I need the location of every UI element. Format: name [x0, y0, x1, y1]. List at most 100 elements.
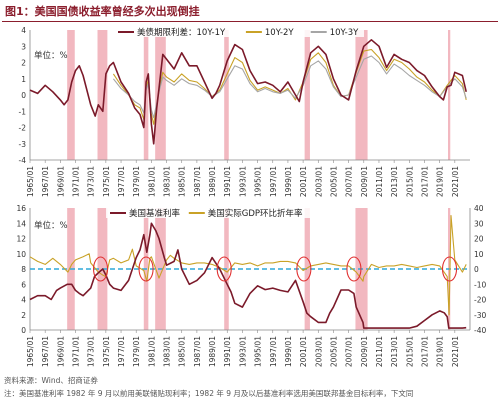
y-tick-label: 1 [21, 75, 26, 84]
recession-band [355, 30, 368, 160]
y-tick-label: 3 [21, 42, 26, 51]
x-tick-label: 1997/01 [269, 166, 278, 197]
y-tick-label: 0 [21, 326, 26, 335]
x-tick-label: 1985/01 [178, 336, 187, 367]
unit-label: 单位：% [34, 220, 68, 231]
y2-tick-label: -30 [474, 311, 486, 320]
x-tick-label: 1965/01 [26, 336, 35, 367]
recession-band [224, 30, 229, 160]
x-tick-label: 1991/01 [223, 166, 232, 197]
x-tick-label: 2015/01 [405, 336, 414, 367]
y2-tick-label: 10 [474, 250, 484, 259]
y-tick-label: 10 [16, 250, 26, 259]
x-tick-label: 2021/01 [451, 336, 460, 367]
series-line-2 [112, 48, 467, 125]
x-tick-label: 1967/01 [41, 166, 50, 197]
x-tick-label: 1985/01 [178, 166, 187, 197]
x-tick-label: 2007/01 [345, 166, 354, 197]
x-tick-label: 1989/01 [208, 336, 217, 367]
y-tick-label: -4 [19, 156, 27, 165]
x-tick-label: 2009/01 [360, 336, 369, 367]
y2-tick-label: 0 [474, 265, 479, 274]
figure-title: 图1：美国国债收益率曾经多次出现倒挂 [5, 5, 200, 18]
series-line-1 [29, 222, 467, 329]
highlight-circle [216, 256, 232, 282]
x-tick-label: 1983/01 [163, 166, 172, 197]
highlight-circle [296, 256, 312, 282]
x-tick-label: 2019/01 [436, 336, 445, 367]
x-tick-label: 1977/01 [117, 166, 126, 197]
y2-tick-label: -20 [474, 296, 486, 305]
chart-panel-1 [29, 25, 470, 163]
y-tick-label: 2 [21, 59, 26, 68]
y-tick-label: 6 [21, 280, 26, 289]
x-tick-label: 1999/01 [284, 166, 293, 197]
highlight-circle [138, 256, 154, 282]
y-tick-label: -1 [19, 107, 27, 116]
recession-band [448, 30, 451, 160]
x-tick-label: 1987/01 [193, 336, 202, 367]
x-tick-label: 2009/01 [360, 166, 369, 197]
x-tick-label: 1967/01 [41, 336, 50, 367]
highlight-circle [93, 256, 109, 282]
series-line-1 [29, 38, 467, 145]
x-tick-label: 2005/01 [329, 336, 338, 367]
x-tick-label: 1993/01 [238, 166, 247, 197]
y2-tick-label: 20 [474, 235, 484, 244]
recession-band [304, 30, 310, 160]
legend-label: 美国实际GDP环比折年率 [208, 208, 303, 219]
y-tick-label: 12 [16, 235, 26, 244]
y-tick-label: 14 [16, 219, 26, 228]
legend-box [114, 25, 364, 37]
y-tick-label: 2 [21, 311, 26, 320]
x-tick-label: 2001/01 [299, 166, 308, 197]
x-tick-label: 1975/01 [102, 166, 111, 197]
unit-label: 单位：% [34, 50, 68, 61]
highlight-circle [346, 256, 362, 282]
x-tick-label: 2021/01 [451, 166, 460, 197]
x-tick-label: 1989/01 [208, 166, 217, 197]
x-tick-label: 1969/01 [56, 336, 65, 367]
recession-band [304, 208, 310, 330]
source-note: 资料来源：Wind、招商证券 [4, 376, 98, 385]
legend-box [106, 206, 338, 218]
x-tick-label: 1965/01 [26, 166, 35, 197]
x-tick-label: 2013/01 [390, 166, 399, 197]
legend-label: 10Y-3Y [330, 28, 359, 38]
y-tick-label: 0 [21, 91, 26, 100]
x-tick-label: 1979/01 [132, 166, 141, 197]
recession-band [97, 30, 108, 160]
y-tick-label: 4 [21, 26, 26, 35]
x-tick-label: 1981/01 [147, 166, 156, 197]
title-bar: 图1：美国国债收益率曾经多次出现倒挂 [2, 2, 498, 22]
y2-tick-label: -10 [474, 280, 486, 289]
highlight-circle [441, 256, 458, 282]
x-tick-label: 2019/01 [436, 166, 445, 197]
y2-tick-label: -40 [474, 326, 486, 335]
x-tick-label: 1991/01 [223, 336, 232, 367]
x-tick-label: 2011/01 [375, 336, 384, 367]
x-tick-label: 2003/01 [314, 336, 323, 367]
y-tick-label: 16 [16, 204, 26, 213]
x-tick-label: 2015/01 [405, 166, 414, 197]
x-tick-label: 1975/01 [102, 336, 111, 367]
series-line-2 [29, 215, 467, 316]
x-tick-label: 1969/01 [56, 166, 65, 197]
x-tick-label: 2011/01 [375, 166, 384, 197]
legend-label: 美国基准利率 [129, 208, 181, 219]
series-line-3 [112, 55, 467, 119]
chart-panel-2 [29, 206, 471, 333]
y2-tick-label: 30 [474, 219, 484, 228]
y-tick-label: -2 [19, 124, 27, 133]
x-tick-label: 2017/01 [420, 166, 429, 197]
x-tick-label: 1979/01 [132, 336, 141, 367]
x-tick-label: 1973/01 [87, 166, 96, 197]
x-tick-label: 1995/01 [254, 336, 263, 367]
x-tick-label: 1997/01 [269, 336, 278, 367]
y2-tick-label: 40 [474, 204, 484, 213]
footnote: 注：美国基准利率 1982 年 9 月以前用美联储贴现利率；1982 年 9 月… [4, 389, 414, 398]
y-tick-label: -3 [19, 140, 27, 149]
x-tick-label: 1999/01 [284, 336, 293, 367]
recession-band [67, 30, 75, 160]
